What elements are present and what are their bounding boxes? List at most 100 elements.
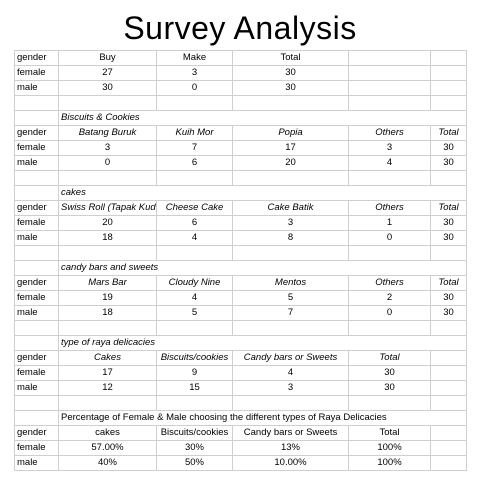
header-cell: Cakes	[58, 350, 157, 366]
value-cell: 3	[156, 65, 233, 81]
table-row: female 27 3 30	[14, 65, 467, 81]
blank-row	[14, 170, 467, 186]
header-cell: Candy bars or Sweets	[232, 425, 349, 441]
section-heading-row: Biscuits & Cookies	[14, 110, 467, 126]
header-cell: Total	[348, 350, 431, 366]
header-row: gender Swiss Roll (Tapak Kuda) Cheese Ca…	[14, 200, 467, 216]
value-cell: 30	[348, 365, 431, 381]
value-cell: 30	[430, 305, 467, 321]
value-cell: 10.00%	[232, 455, 349, 471]
value-cell: 17	[232, 140, 349, 156]
gender-cell: male	[14, 455, 59, 471]
table-row: male 18 4 8 0 30	[14, 230, 467, 246]
gender-cell: male	[14, 155, 59, 171]
gender-cell: male	[14, 80, 59, 96]
value-cell: 7	[156, 140, 233, 156]
gender-cell: female	[14, 140, 59, 156]
gender-cell: male	[14, 230, 59, 246]
value-cell: 1	[348, 215, 431, 231]
value-cell: 7	[232, 305, 349, 321]
value-cell: 30	[430, 290, 467, 306]
header-cell: Biscuits/cookies	[156, 425, 233, 441]
header-cell: Make	[156, 50, 233, 66]
value-cell: 30	[430, 215, 467, 231]
value-cell: 30	[232, 65, 349, 81]
header-cell: gender	[14, 50, 59, 66]
header-cell: Others	[348, 275, 431, 291]
value-cell: 0	[348, 305, 431, 321]
gender-cell: female	[14, 365, 59, 381]
header-cell: Total	[232, 50, 349, 66]
gender-cell: female	[14, 440, 59, 456]
section-heading-row: Percentage of Female & Male choosing the…	[14, 410, 467, 426]
header-cell	[430, 350, 467, 366]
value-cell: 100%	[348, 455, 431, 471]
header-cell: gender	[14, 350, 59, 366]
value-cell: 30	[232, 80, 349, 96]
table-row: male 12 15 3 30	[14, 380, 467, 396]
header-cell: Total	[430, 200, 467, 216]
section-heading: cakes	[58, 185, 467, 201]
header-cell: Kuih Mor	[156, 125, 233, 141]
value-cell: 5	[156, 305, 233, 321]
value-cell: 30	[430, 155, 467, 171]
table-row: male 30 0 30	[14, 80, 467, 96]
section-heading: Biscuits & Cookies	[58, 110, 467, 126]
header-row: gender Cakes Biscuits/cookies Candy bars…	[14, 350, 467, 366]
value-cell	[430, 380, 467, 396]
page-title: Survey Analysis	[123, 10, 357, 46]
header-cell: cakes	[58, 425, 157, 441]
value-cell: 4	[156, 290, 233, 306]
value-cell: 57.00%	[58, 440, 157, 456]
table-row: male 18 5 7 0 30	[14, 305, 467, 321]
table-row: male 0 6 20 4 30	[14, 155, 467, 171]
value-cell: 20	[58, 215, 157, 231]
section-heading-row: cakes	[14, 185, 467, 201]
value-cell: 30	[58, 80, 157, 96]
header-row: gender Buy Make Total	[14, 50, 467, 66]
value-cell: 40%	[58, 455, 157, 471]
value-cell: 13%	[232, 440, 349, 456]
value-cell: 6	[156, 215, 233, 231]
value-cell: 30	[348, 380, 431, 396]
value-cell: 12	[58, 380, 157, 396]
table-row: male 40% 50% 10.00% 100%	[14, 455, 467, 471]
value-cell: 17	[58, 365, 157, 381]
value-cell: 30	[430, 230, 467, 246]
table-row: female 19 4 5 2 30	[14, 290, 467, 306]
blank-row	[14, 245, 467, 261]
spreadsheet: gender Buy Make Total female 27 3 30 mal…	[14, 50, 467, 471]
header-cell: Biscuits/cookies	[156, 350, 233, 366]
header-cell: Cloudy Nine	[156, 275, 233, 291]
blank-row	[14, 395, 467, 411]
value-cell: 18	[58, 230, 157, 246]
value-cell	[430, 440, 467, 456]
value-cell: 3	[58, 140, 157, 156]
value-cell: 3	[232, 215, 349, 231]
header-cell: Buy	[58, 50, 157, 66]
value-cell: 3	[232, 380, 349, 396]
header-cell	[348, 50, 431, 66]
header-cell: gender	[14, 200, 59, 216]
value-cell: 0	[156, 80, 233, 96]
header-cell: Cheese Cake	[156, 200, 233, 216]
header-cell: Mentos	[232, 275, 349, 291]
value-cell: 0	[348, 230, 431, 246]
value-cell: 5	[232, 290, 349, 306]
header-row: gender cakes Biscuits/cookies Candy bars…	[14, 425, 467, 441]
value-cell: 6	[156, 155, 233, 171]
table-row: female 57.00% 30% 13% 100%	[14, 440, 467, 456]
header-cell: gender	[14, 125, 59, 141]
header-row: gender Mars Bar Cloudy Nine Mentos Other…	[14, 275, 467, 291]
header-cell: Others	[348, 200, 431, 216]
value-cell: 8	[232, 230, 349, 246]
blank-row	[14, 320, 467, 336]
header-cell: Total	[430, 275, 467, 291]
gender-cell: female	[14, 215, 59, 231]
value-cell	[430, 365, 467, 381]
header-cell: gender	[14, 275, 59, 291]
value-cell	[348, 80, 431, 96]
gender-cell: male	[14, 305, 59, 321]
header-cell: Cake Batik	[232, 200, 349, 216]
header-cell: Candy bars or Sweets	[232, 350, 349, 366]
